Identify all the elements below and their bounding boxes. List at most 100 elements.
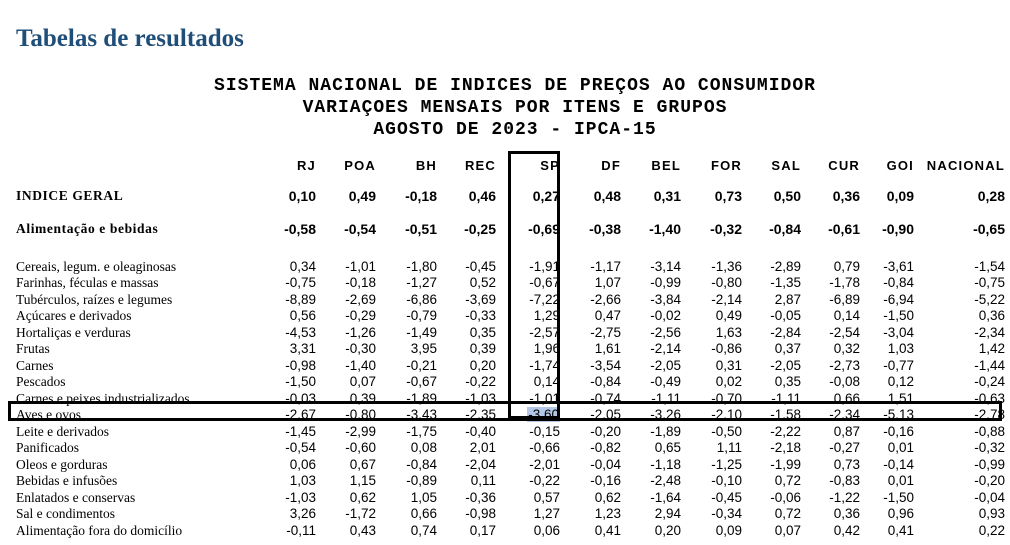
cell-rec: 0,39 bbox=[469, 341, 496, 356]
cell-bel: -1,64 bbox=[650, 489, 681, 505]
cell-bh: -0,18 bbox=[405, 187, 437, 204]
cell-rec: 2,01 bbox=[469, 440, 496, 455]
cell-poa: -0,30 bbox=[345, 341, 376, 356]
cell-rj: -1,45 bbox=[285, 423, 316, 439]
page-heading: Tabelas de resultados bbox=[16, 25, 244, 52]
cell-rec: -2,04 bbox=[465, 456, 496, 472]
cell-bel: -0,99 bbox=[650, 275, 681, 290]
cell-bel: 0,20 bbox=[654, 522, 681, 538]
cell-bh: -6,86 bbox=[406, 291, 437, 307]
cell-bh: -0,51 bbox=[405, 220, 437, 237]
cell-for: -0,10 bbox=[711, 473, 742, 488]
cell-bh: -1,49 bbox=[406, 324, 437, 340]
cell-poa: 0,67 bbox=[349, 456, 376, 472]
cell-df: -3,54 bbox=[590, 357, 621, 373]
cell-rec: 0,46 bbox=[468, 187, 496, 204]
cell-sal: 0,37 bbox=[774, 341, 801, 356]
cell-sal: 0,50 bbox=[773, 187, 801, 204]
cell-goi: -1,50 bbox=[883, 489, 914, 505]
cell-for: -0,34 bbox=[711, 506, 742, 521]
row-label: Açúcares e derivados bbox=[16, 308, 132, 323]
cell-poa: -0,60 bbox=[345, 440, 376, 455]
row-label: Tubérculos, raízes e legumes bbox=[16, 291, 173, 307]
row-label: Panificados bbox=[16, 440, 79, 455]
column-header-for: FOR bbox=[710, 157, 742, 173]
cell-sal: -1,99 bbox=[770, 456, 801, 472]
cell-cur: -1,22 bbox=[829, 489, 860, 505]
cell-sal: 0,72 bbox=[774, 506, 801, 521]
cell-sp: -2,01 bbox=[529, 456, 560, 472]
cell-goi: 0,96 bbox=[887, 506, 914, 521]
table-row-tuberculos-raizes-e-legumes: Tubérculos, raízes e legumes -8,89 -2,69 -6… bbox=[16, 291, 1005, 308]
cell-cur: -0,27 bbox=[829, 440, 860, 455]
cell-bel: 0,31 bbox=[653, 187, 681, 204]
cell-rj: -4,53 bbox=[285, 324, 316, 340]
cell-df: 1,23 bbox=[594, 506, 621, 521]
cell-df: -0,04 bbox=[590, 456, 621, 472]
cell-nacional: 1,42 bbox=[978, 341, 1005, 356]
report-title-line-2: VARIAÇOES MENSAIS POR ITENS E GRUPOS bbox=[302, 98, 728, 118]
cell-rec: -2,35 bbox=[465, 407, 496, 422]
cell-sp: 0,14 bbox=[533, 374, 560, 389]
cell-poa: -1,40 bbox=[345, 357, 376, 373]
cell-bel: -2,56 bbox=[650, 324, 681, 340]
cell-rec: -0,45 bbox=[465, 258, 496, 274]
cell-nacional: 0,36 bbox=[978, 308, 1005, 323]
cell-nacional: -0,63 bbox=[974, 390, 1005, 406]
cell-goi: 0,01 bbox=[887, 473, 914, 488]
cell-sp: 1,96 bbox=[533, 341, 560, 356]
cell-bh: -0,84 bbox=[406, 456, 437, 472]
cell-df: -0,16 bbox=[590, 473, 621, 488]
cell-goi: -5,13 bbox=[883, 407, 914, 422]
cell-bh: -1,27 bbox=[406, 275, 437, 290]
cell-poa: -2,99 bbox=[345, 423, 376, 439]
cell-rj: 3,26 bbox=[289, 506, 316, 521]
cell-cur: -1,78 bbox=[829, 275, 860, 290]
cell-bel: 2,94 bbox=[654, 506, 681, 521]
table-row-aves-e-ovos: Aves e ovos -2,67 -0,80 -3,43 -2,35 -3,60 -2,0… bbox=[16, 407, 1005, 424]
cell-nacional: -0,99 bbox=[974, 456, 1005, 472]
results-table: RJ POA BH REC SP DF BEL FOR SAL CUR GOI … bbox=[16, 151, 1005, 539]
cell-cur: -2,54 bbox=[829, 324, 860, 340]
cell-poa: -1,72 bbox=[345, 506, 376, 521]
cell-bel: -3,26 bbox=[650, 407, 681, 422]
cell-df: 1,61 bbox=[594, 341, 621, 356]
cell-rj: -2,67 bbox=[285, 407, 316, 422]
cell-bh: 0,66 bbox=[410, 506, 437, 521]
cell-rec: -0,22 bbox=[465, 374, 496, 389]
cell-sal: -2,22 bbox=[770, 423, 801, 439]
label-column-header bbox=[16, 151, 252, 179]
cell-bel: -1,89 bbox=[650, 423, 681, 439]
cell-sp: -1,01 bbox=[529, 390, 560, 406]
cell-rec: -3,69 bbox=[465, 291, 496, 307]
cell-rj: 0,56 bbox=[289, 308, 316, 323]
cell-rec: 0,11 bbox=[470, 473, 496, 488]
cell-bel: -1,40 bbox=[649, 220, 681, 237]
cell-goi: -0,77 bbox=[883, 357, 914, 373]
cell-rj: -1,03 bbox=[285, 489, 316, 505]
row-label: Enlatados e conservas bbox=[16, 489, 136, 505]
column-header-bh: BH bbox=[415, 157, 437, 173]
cell-sal: -0,06 bbox=[770, 489, 801, 505]
cell-rec: -0,36 bbox=[465, 489, 496, 505]
cell-bh: 0,74 bbox=[410, 522, 437, 538]
cell-bh: -0,67 bbox=[406, 374, 437, 389]
cell-for: 0,73 bbox=[714, 187, 742, 204]
cell-bel: 0,65 bbox=[654, 440, 681, 455]
cell-goi: -3,04 bbox=[883, 324, 914, 340]
cell-sp: -1,91 bbox=[529, 258, 560, 274]
cell-df: 0,62 bbox=[594, 489, 621, 505]
cell-sp: 0,57 bbox=[533, 489, 560, 505]
cell-rj: -0,75 bbox=[285, 275, 316, 290]
cell-cur: -0,61 bbox=[828, 220, 860, 237]
cell-cur: -2,34 bbox=[829, 407, 860, 422]
cell-nacional: -2,78 bbox=[974, 407, 1005, 422]
cell-bel: -1,11 bbox=[651, 390, 681, 406]
table-row-panificados: Panificados -0,54 -0,60 0,08 2,01 -0,66 -0,82 0… bbox=[16, 440, 1005, 457]
cell-cur: -0,08 bbox=[829, 374, 860, 389]
cell-rj: -0,03 bbox=[285, 390, 316, 406]
cell-rj: 3,31 bbox=[289, 341, 316, 356]
cell-nacional: -0,04 bbox=[974, 489, 1005, 505]
cell-cur: 0,36 bbox=[832, 187, 860, 204]
cell-bh: 0,08 bbox=[410, 440, 437, 455]
